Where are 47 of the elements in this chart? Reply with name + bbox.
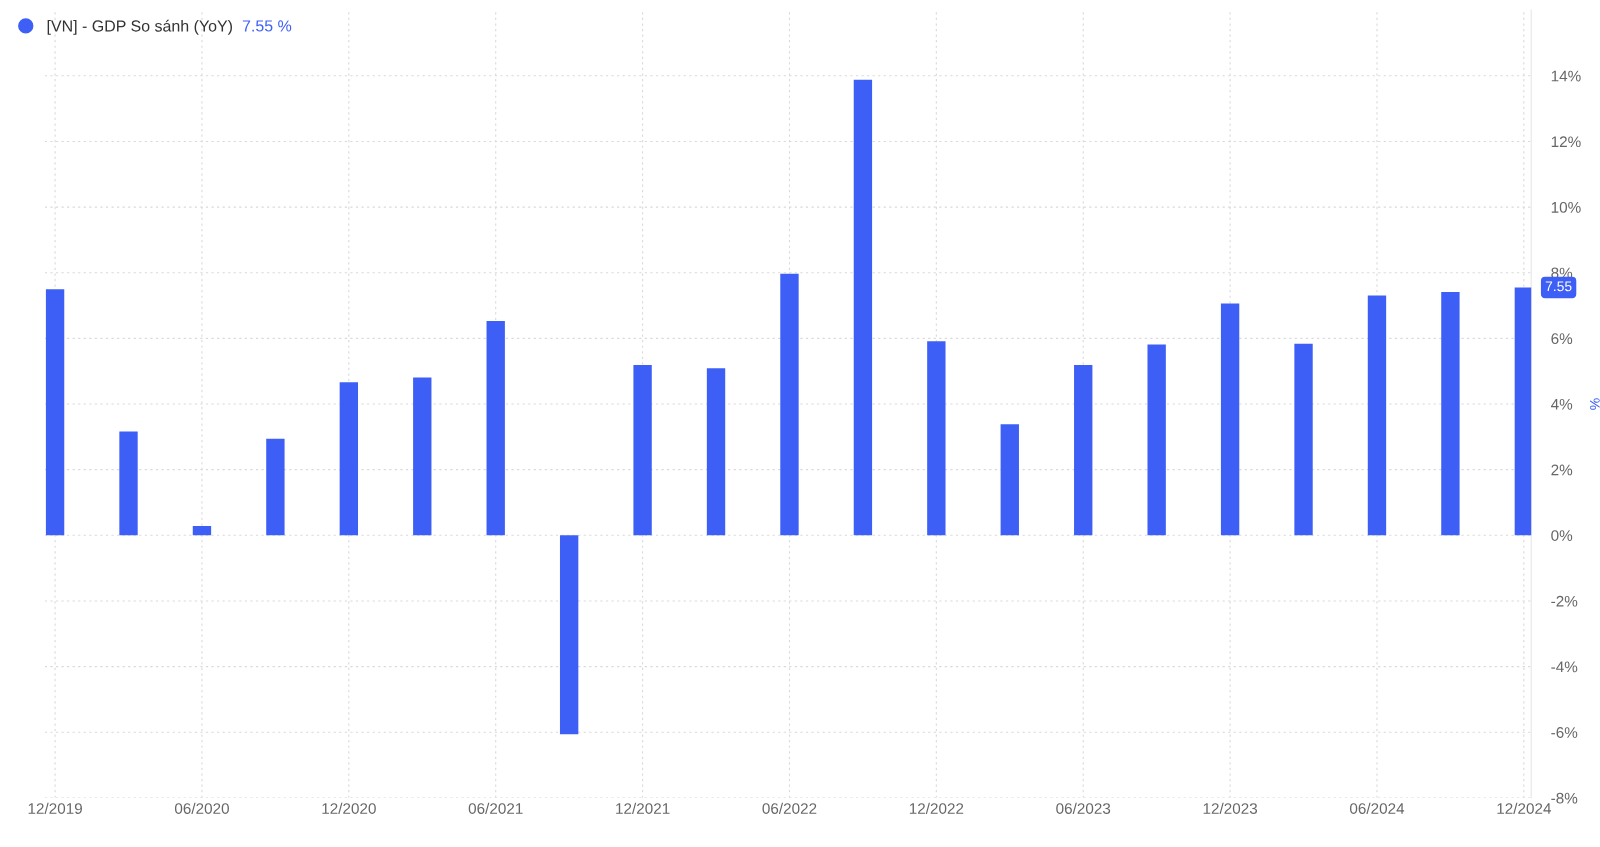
x-tick-label: 06/2020 bbox=[174, 802, 229, 814]
y-tick-label: -6% bbox=[1551, 727, 1578, 738]
bar bbox=[339, 382, 359, 536]
bar bbox=[780, 273, 799, 536]
bar bbox=[45, 289, 65, 536]
x-tick-label: 12/2023 bbox=[1203, 802, 1258, 814]
bar bbox=[706, 368, 726, 536]
y-tick-label: 14% bbox=[1551, 70, 1581, 82]
annotation: 7.55 % bbox=[242, 20, 292, 32]
bar bbox=[1220, 303, 1240, 536]
y-tick-label: -4% bbox=[1551, 661, 1578, 673]
x-tick-label: 12/2022 bbox=[909, 802, 964, 814]
bar bbox=[1514, 287, 1532, 536]
bar bbox=[413, 377, 432, 536]
bar bbox=[192, 526, 212, 536]
bar bbox=[486, 320, 505, 536]
bar bbox=[559, 535, 579, 735]
y-tick-label: 2% bbox=[1551, 464, 1573, 476]
y-tick-label: 10% bbox=[1551, 201, 1581, 213]
y-tick-label: 4% bbox=[1551, 398, 1573, 410]
x-tick-label: 12/2024 bbox=[1497, 802, 1552, 814]
text: 7.55 bbox=[1545, 281, 1572, 292]
bar bbox=[633, 364, 652, 536]
x-tick-label: 06/2023 bbox=[1056, 802, 1111, 814]
bar bbox=[119, 431, 138, 536]
bar bbox=[927, 341, 946, 536]
y-tick-label: -8% bbox=[1551, 792, 1578, 804]
y2-axis-title: % bbox=[1589, 398, 1600, 410]
y-tick-label: 0% bbox=[1551, 530, 1573, 541]
x-tick-label: 06/2021 bbox=[468, 802, 523, 814]
legend-label: [VN] - GDP So sánh (YoY) bbox=[47, 19, 232, 35]
bar bbox=[1000, 424, 1019, 536]
x-tick-label: 12/2020 bbox=[322, 802, 376, 814]
bar bbox=[266, 438, 285, 536]
y-tick-label: 12% bbox=[1551, 136, 1581, 148]
y-tick-label: 6% bbox=[1551, 333, 1573, 345]
bar bbox=[853, 79, 873, 536]
y-tick-label: -2% bbox=[1551, 595, 1578, 607]
x-tick-label: 12/2021 bbox=[616, 802, 670, 814]
bar bbox=[1441, 292, 1460, 536]
x-tick-label: 06/2024 bbox=[1349, 802, 1405, 814]
bar bbox=[1294, 343, 1313, 536]
x-tick-label: 12/2019 bbox=[28, 802, 82, 814]
bar bbox=[1367, 295, 1387, 536]
x-tick-label: 06/2022 bbox=[762, 802, 817, 814]
bar bbox=[1147, 344, 1166, 536]
bar bbox=[1074, 364, 1093, 536]
